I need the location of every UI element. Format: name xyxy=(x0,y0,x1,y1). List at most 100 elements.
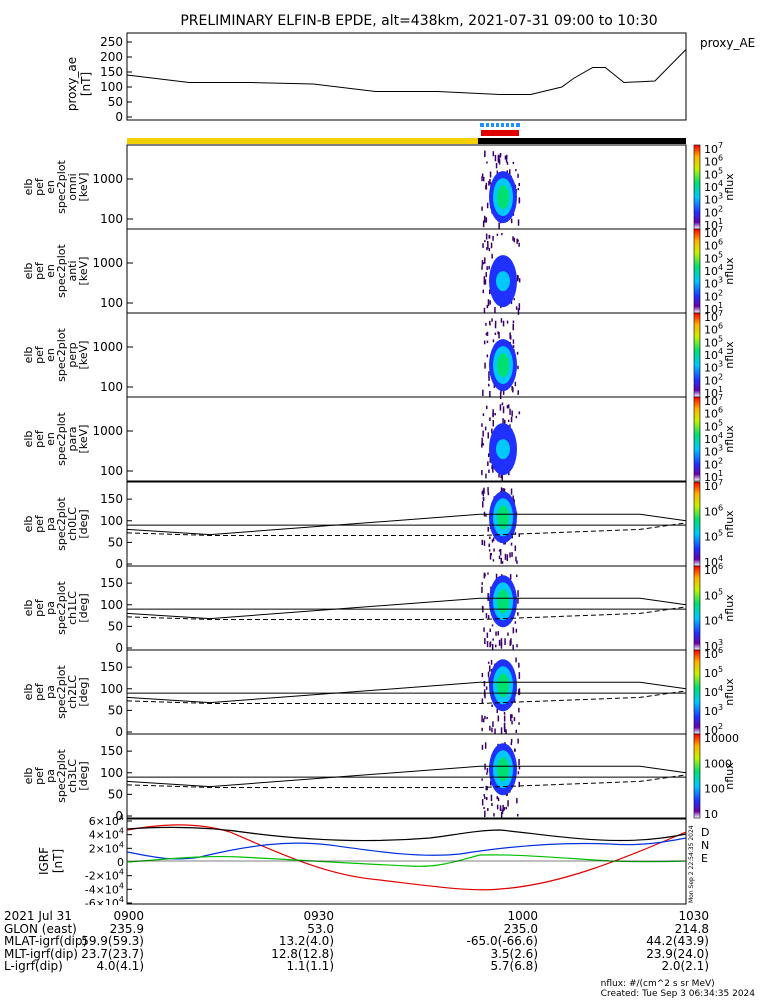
proxy-ae-ytick-label: 200 xyxy=(100,50,123,64)
spec-pixel xyxy=(507,404,510,409)
plot-title: PRELIMINARY ELFIN-B EPDE, alt=438km, 202… xyxy=(180,13,657,29)
footer-row-value: 53.0 xyxy=(307,921,334,936)
spec-ylabel-line: pef xyxy=(33,514,46,533)
spec-pixel xyxy=(489,300,491,305)
energy-ytick-label: 100 xyxy=(100,212,123,226)
spec-pixel xyxy=(491,704,493,707)
spec-pixel xyxy=(500,638,503,646)
spec-pixel xyxy=(492,420,494,427)
spec-pixel xyxy=(481,173,484,178)
spec-pixel xyxy=(481,423,483,427)
spec-pixel xyxy=(483,807,485,809)
spec-pixel xyxy=(484,150,486,156)
pa-ytick-label: 150 xyxy=(100,744,123,758)
colorbar-tick-label: 106 xyxy=(704,646,723,661)
spec-pixel xyxy=(481,443,483,448)
footer-row-value: 59.9(59.3) xyxy=(81,934,144,949)
spec-pixel xyxy=(481,206,483,211)
spec-pixel xyxy=(489,171,492,178)
spec-ylabel-line: spec2plot xyxy=(55,497,68,551)
colorbar-tick-label: 105 xyxy=(704,529,723,544)
spec-pixel xyxy=(487,491,490,496)
spec-intensity-blob xyxy=(497,589,509,614)
spec-ylabel-line: [keV] xyxy=(77,257,90,286)
footer-row: L-igrf(dip) 4.0(4.1) 1.1(1.1) 5.7(6.8) 2.0(2… xyxy=(4,959,775,973)
spec-pixel xyxy=(505,806,507,810)
spec-pixel xyxy=(487,598,489,601)
spec-pixel xyxy=(510,542,513,546)
colorbar-label: nflux xyxy=(723,594,736,622)
spec-pixel xyxy=(518,199,521,202)
spec-pixel xyxy=(483,794,485,797)
colorbar-tick-label: 106 xyxy=(704,562,723,577)
spec-pixel xyxy=(481,582,483,585)
spec-ylabel-line: pef xyxy=(33,177,46,196)
spec-pixel xyxy=(487,615,490,620)
spec-pixel xyxy=(490,660,493,665)
spec-pixel xyxy=(481,539,483,545)
spec-pixel xyxy=(486,247,488,251)
spec-pixel xyxy=(510,488,513,495)
pa-ytick-label: 50 xyxy=(108,787,123,801)
spec-pixel xyxy=(518,722,520,725)
spec-pixel xyxy=(497,331,499,335)
spec-pixel xyxy=(492,151,495,157)
spec-pixel xyxy=(491,253,493,259)
spec-pixel xyxy=(517,738,519,744)
spec-pixel xyxy=(484,154,486,158)
spec-pixel xyxy=(512,161,515,164)
spec-pixel xyxy=(487,241,489,244)
elfin-summary-plot: PRELIMINARY ELFIN-B EPDE, alt=438km, 202… xyxy=(22,13,755,905)
spec-pixel xyxy=(514,545,517,552)
energy-ytick-label: 1000 xyxy=(92,340,123,354)
state-bars xyxy=(127,123,686,144)
pa-ch0-frame xyxy=(126,481,687,567)
spec-pixel xyxy=(509,424,511,427)
spec-ylabel-line: pef xyxy=(33,429,46,448)
footer-row-label: GLON (east) xyxy=(4,921,77,936)
spec-pixel xyxy=(491,643,494,650)
spec-pixel xyxy=(484,426,487,431)
spec-ylabel-line: spec2plot xyxy=(55,665,68,719)
spec-pixel xyxy=(510,742,513,746)
colorbar xyxy=(693,733,701,819)
proxy-ae-ylabel-1: proxy_ae xyxy=(65,57,79,111)
spec-pixel xyxy=(503,807,506,811)
spec-pixel xyxy=(482,718,485,723)
colorbar-tick-label: 103 xyxy=(704,703,723,718)
spec-ylabel-line: [keV] xyxy=(77,425,90,454)
pa-ytick-label: 100 xyxy=(100,514,123,528)
spec-pixel xyxy=(514,748,516,752)
spec-pixel xyxy=(487,487,489,493)
spec-pixel xyxy=(493,813,495,817)
spec-pixel xyxy=(484,796,486,799)
footer-row-value: 12.8(12.8) xyxy=(271,946,334,961)
spec-pixel xyxy=(497,715,500,722)
spec-ylabel-line: pa xyxy=(44,601,57,615)
spec-pixel xyxy=(488,469,490,473)
igrf-ytick-label: 0 xyxy=(117,856,124,869)
colorbar-tick-label: 104 xyxy=(704,613,723,628)
footer-row: MLT-igrf(dip) 23.7(23.7) 12.8(12.8) 3.5(2.6… xyxy=(4,946,775,961)
spec-pixel xyxy=(512,320,515,324)
spec-pixel xyxy=(487,243,489,249)
spec-pixel xyxy=(517,275,519,280)
spec-pixel xyxy=(483,487,485,494)
spec-pixel xyxy=(482,289,484,294)
colorbar-tick-label: 104 xyxy=(704,684,723,699)
spec-pixel xyxy=(509,408,511,415)
spec-pixel xyxy=(512,644,514,650)
spec-pixel xyxy=(481,715,483,723)
proxy-ae-ytick-label: 50 xyxy=(108,95,123,109)
spec-pixel xyxy=(490,780,492,786)
spec-ylabel-line: pa xyxy=(44,517,57,531)
spec-ylabel-line: pa xyxy=(44,685,57,699)
spec-pixel xyxy=(486,202,489,209)
spec-pixel xyxy=(515,415,518,419)
spec-omni-frame xyxy=(126,144,687,230)
spec-pixel xyxy=(510,335,512,340)
spec-pixel xyxy=(488,677,490,683)
spec-pixel xyxy=(494,320,497,325)
